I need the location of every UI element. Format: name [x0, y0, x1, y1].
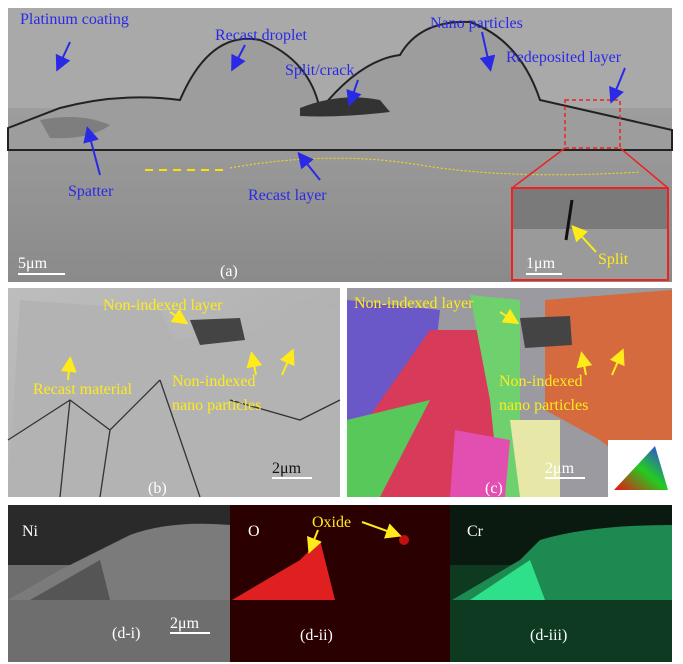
annotation: Spatter: [68, 183, 114, 200]
panel-c: Non-indexed layer Non-indexed nano parti…: [347, 288, 672, 497]
panel-label: (b): [148, 480, 167, 497]
annotation: Split/crack: [285, 62, 354, 79]
panel-label: (a): [220, 263, 238, 280]
annotation: Nano particles: [430, 15, 523, 32]
non-indexed-layer: [520, 316, 572, 348]
eds-oxide: [399, 535, 409, 545]
panel-label: (c): [485, 480, 503, 497]
annotation: nano particles: [499, 397, 588, 414]
figure: Platinum coating Recast droplet Nano par…: [0, 0, 683, 664]
annotation: Redeposited layer: [506, 49, 622, 66]
annotation: Platinum coating: [20, 11, 129, 28]
annotation: Non-indexed layer: [354, 295, 474, 312]
page: { "panel_a": { "label": "(a)", "scale_ba…: [0, 0, 683, 664]
annotation: nano particles: [172, 397, 261, 414]
annotation: Non-indexed: [499, 373, 583, 390]
element-label: O: [248, 523, 260, 540]
annotation: Non-indexed layer: [103, 297, 223, 314]
panel-label: (d-ii): [300, 627, 333, 644]
annotation: Recast layer: [248, 187, 327, 204]
panel-b: Non-indexed layer Recast material Non-in…: [8, 288, 340, 497]
panel-label: (d-i): [112, 625, 140, 642]
scale-label: 1μm: [526, 255, 556, 272]
scale-label: 2μm: [272, 460, 302, 477]
inset-layer: [513, 189, 667, 229]
element-label: Cr: [467, 523, 484, 540]
annotation: Recast material: [33, 381, 133, 398]
panel-a: Platinum coating Recast droplet Nano par…: [8, 8, 672, 282]
scale-label: 2μm: [170, 615, 200, 632]
scale-label: 2μm: [545, 460, 575, 477]
annotation: Split: [598, 251, 629, 268]
scale-label: 5μm: [18, 255, 48, 272]
annotation: Non-indexed: [172, 373, 256, 390]
panel-d: Ni (d-i) 2μm O Oxide (d-ii) Cr (d-iii): [8, 505, 672, 662]
panel-label: (d-iii): [530, 627, 567, 644]
annotation: Oxide: [312, 514, 351, 531]
element-label: Ni: [22, 523, 39, 540]
annotation: Recast droplet: [215, 27, 308, 44]
